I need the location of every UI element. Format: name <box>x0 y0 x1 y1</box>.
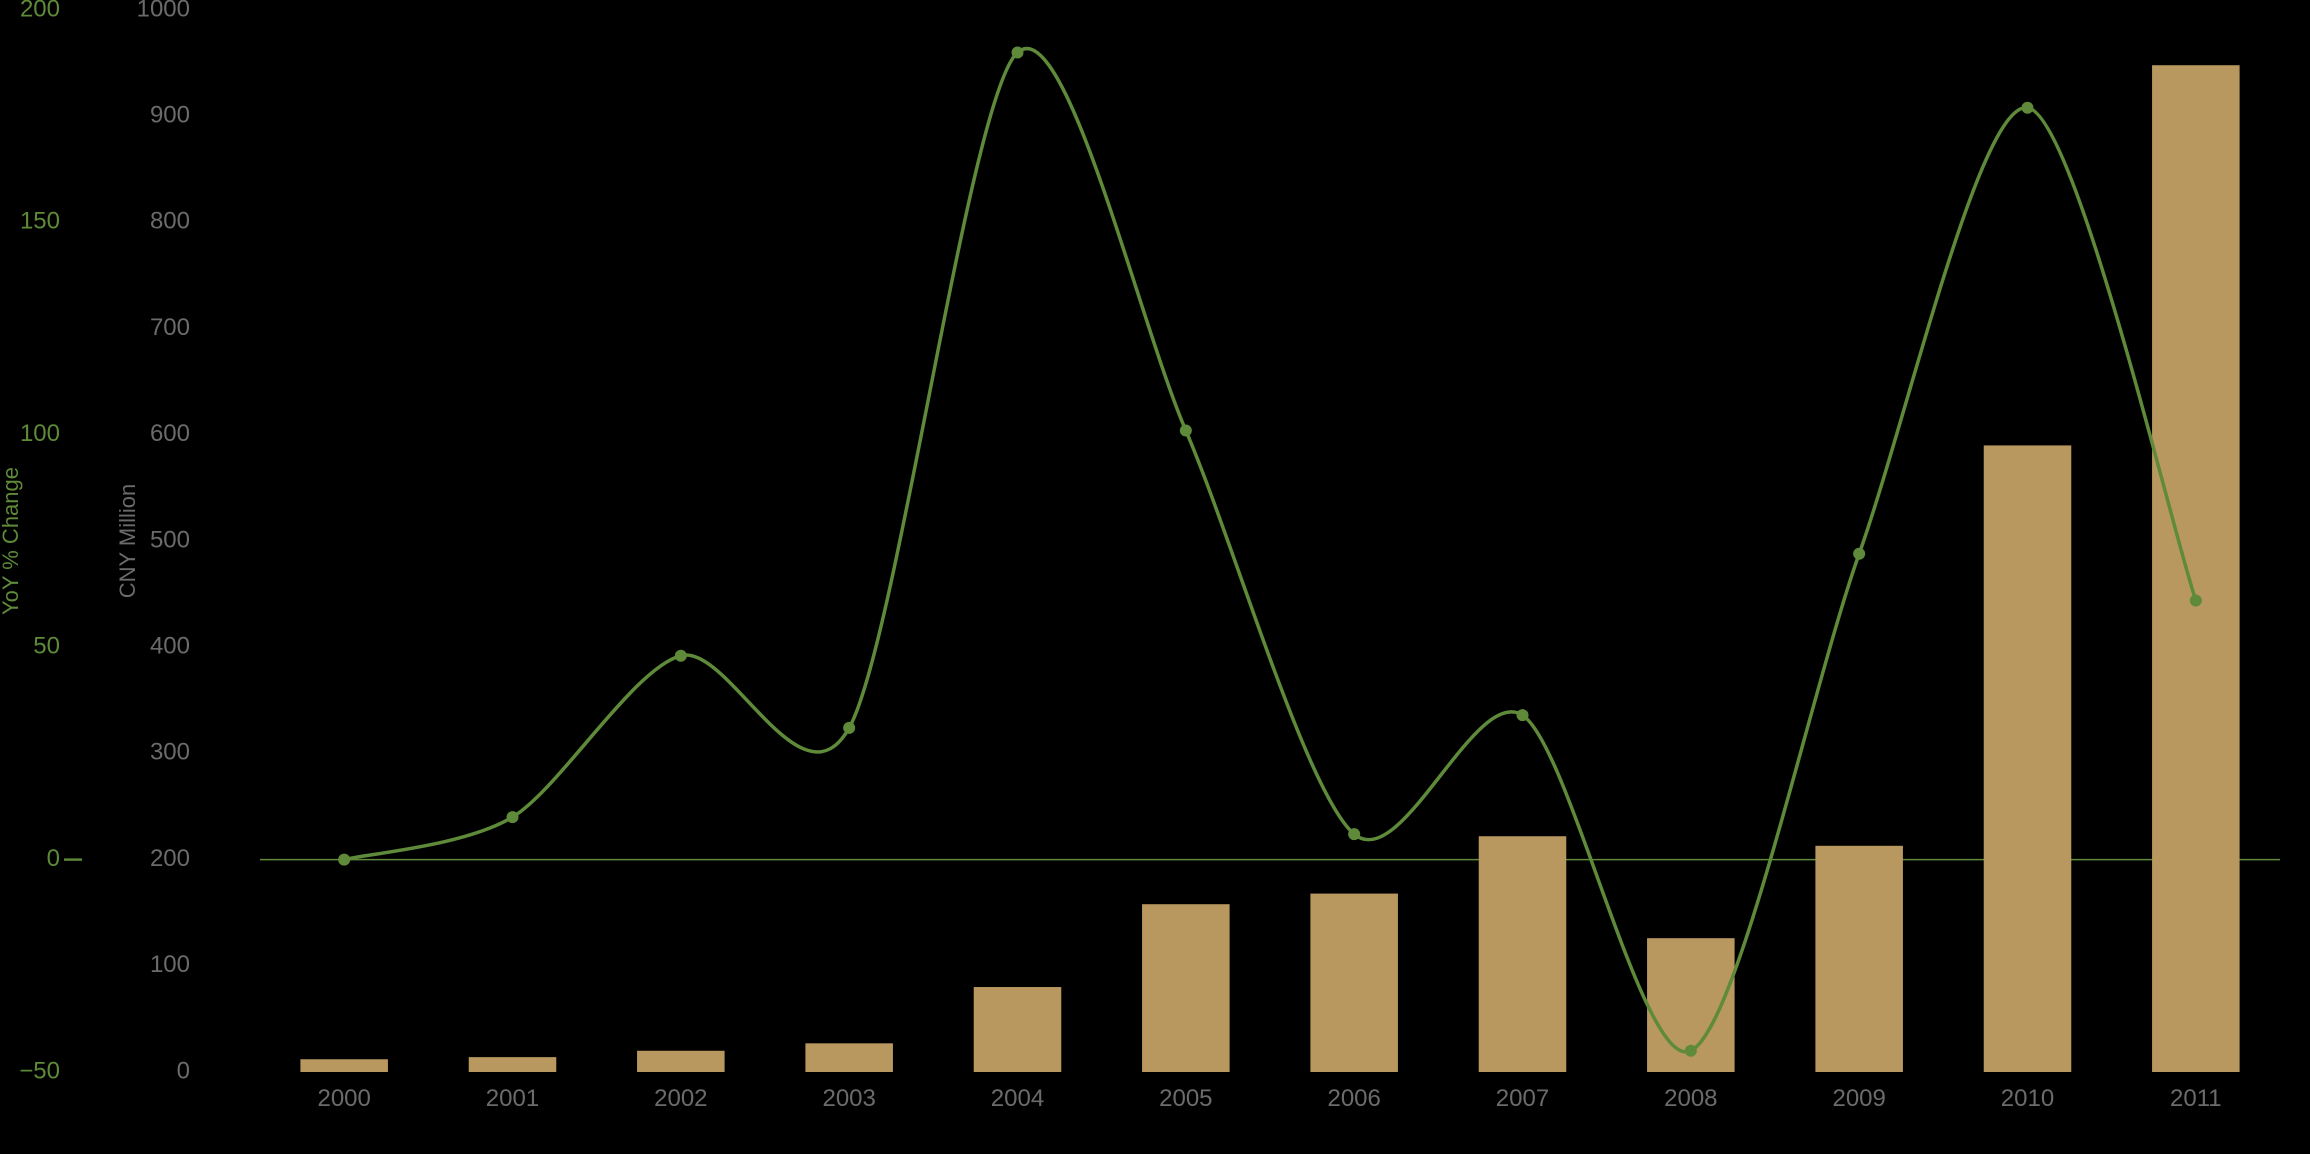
y-left-tick-label: 700 <box>150 314 190 341</box>
y-left-tick-label: 900 <box>150 102 190 129</box>
x-tick-label: 2010 <box>2001 1085 2054 1112</box>
y-left-tick-label: 400 <box>150 633 190 660</box>
y-left-tick-label: 600 <box>150 420 190 447</box>
yoy-marker <box>2022 102 2034 114</box>
y-left-axis-label: CNY Million <box>115 484 140 599</box>
x-tick-label: 2001 <box>486 1085 539 1112</box>
yoy-marker <box>675 650 687 662</box>
x-tick-label: 2003 <box>822 1085 875 1112</box>
y-right-tick-label: 200 <box>20 0 60 22</box>
x-tick-label: 2008 <box>1664 1085 1717 1112</box>
x-tick-label: 2002 <box>654 1085 707 1112</box>
yoy-marker <box>338 854 350 866</box>
y-left-tick-label: 1000 <box>137 0 190 22</box>
bar <box>1479 836 1567 1072</box>
bar <box>1815 846 1903 1072</box>
y-left-tick-label: 200 <box>150 845 190 872</box>
bar <box>805 1043 893 1072</box>
x-tick-label: 2007 <box>1496 1085 1549 1112</box>
yoy-marker <box>1853 548 1865 560</box>
y-right-axis-label: YoY % Change <box>0 467 23 615</box>
y-left-tick-label: 0 <box>177 1057 190 1084</box>
x-tick-label: 2009 <box>1832 1085 1885 1112</box>
y-left-tick-label: 100 <box>150 951 190 978</box>
x-tick-label: 2005 <box>1159 1085 1212 1112</box>
bar <box>300 1059 388 1072</box>
bar <box>974 987 1062 1072</box>
y-right-tick-label: 100 <box>20 420 60 447</box>
bar <box>469 1057 557 1072</box>
y-left-tick-label: 800 <box>150 208 190 235</box>
x-tick-label: 2004 <box>991 1085 1044 1112</box>
y-right-tick-label: −50 <box>19 1057 60 1084</box>
bar <box>1142 904 1230 1072</box>
bar <box>2152 65 2240 1072</box>
y-right-tick-label: 150 <box>20 208 60 235</box>
x-tick-label: 2006 <box>1327 1085 1380 1112</box>
yoy-marker <box>1012 46 1024 58</box>
yoy-marker <box>1685 1045 1697 1057</box>
combo-chart: 01002003004005006007008009001000CNY Mill… <box>0 0 2310 1154</box>
yoy-marker <box>843 722 855 734</box>
y-right-tick-label: 50 <box>33 633 60 660</box>
yoy-marker <box>2190 594 2202 606</box>
y-left-tick-label: 500 <box>150 526 190 553</box>
x-tick-label: 2011 <box>2170 1085 2222 1112</box>
y-left-tick-label: 300 <box>150 739 190 766</box>
y-right-tick-label: 0 <box>47 845 60 872</box>
bar <box>1310 894 1398 1072</box>
x-tick-label: 2000 <box>317 1085 370 1112</box>
y-right-zero-dash <box>64 858 82 860</box>
bar <box>1984 445 2072 1072</box>
yoy-marker <box>1348 828 1360 840</box>
yoy-marker <box>507 811 519 823</box>
bar <box>637 1051 725 1072</box>
yoy-marker <box>1517 709 1529 721</box>
yoy-marker <box>1180 425 1192 437</box>
